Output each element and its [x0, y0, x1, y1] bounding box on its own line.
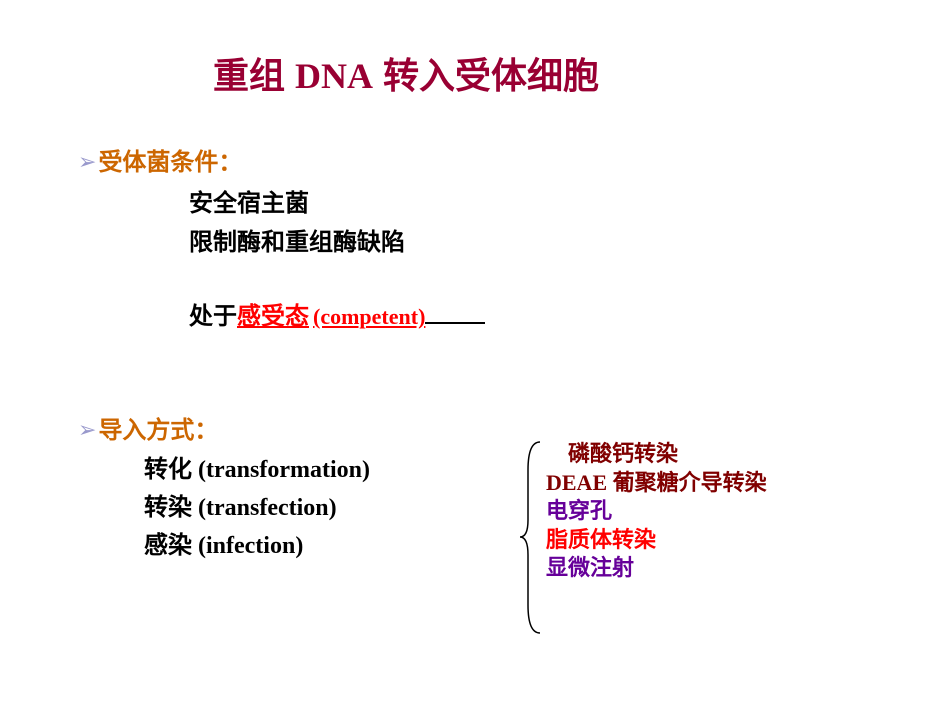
condition-item-2: 限制酶和重组酶缺陷 [189, 222, 405, 257]
right-item-5: 显微注射 [546, 554, 767, 583]
competent-en: (competent) [313, 304, 425, 329]
transfection-methods-list: 磷酸钙转染 DEAE 葡聚糖介导转染 电穿孔 脂质体转染 显微注射 [546, 440, 767, 583]
method3-en: (infection) [192, 533, 303, 559]
bullet-icon: ➢ [78, 417, 96, 442]
method-transformation: 转化 (transformation) [144, 449, 370, 484]
blank-underline [425, 322, 485, 324]
condition-item-1: 安全宿主菌 [189, 183, 309, 218]
method3-cn: 感染 [144, 532, 192, 559]
method2-en: (transfection) [192, 495, 337, 521]
curly-brace-icon [518, 440, 546, 635]
right2-cn: 葡聚糖介导转染 [613, 470, 767, 495]
method-transfection: 转染 (transfection) [144, 487, 337, 522]
right-item-3: 电穿孔 [546, 497, 767, 526]
right-item-1: 磷酸钙转染 [568, 440, 767, 469]
slide-title: 重组 DNA 转入受体细胞 [213, 52, 733, 101]
condition-item-3: 处于感受态(competent) [189, 296, 485, 331]
title-dna: DNA [295, 56, 373, 96]
section1-header: 受体菌条件： [98, 149, 242, 176]
section1: ➢受体菌条件： [78, 142, 242, 177]
competent-cn: 感受态 [237, 303, 309, 330]
method1-en: (transformation) [192, 457, 370, 483]
title-post: 转入受体细胞 [373, 55, 599, 96]
right2-en: DEAE [546, 470, 613, 495]
section2-header: 导入方式： [98, 417, 218, 444]
bullet-icon: ➢ [78, 149, 96, 174]
method1-cn: 转化 [144, 456, 192, 483]
section2: ➢导入方式： [78, 410, 218, 445]
sub3-pre: 处于 [189, 303, 237, 330]
method-infection: 感染 (infection) [144, 525, 303, 560]
title-pre: 重组 [213, 55, 295, 96]
right-item-2: DEAE 葡聚糖介导转染 [546, 469, 767, 498]
right-item-4: 脂质体转染 [546, 526, 767, 555]
method2-cn: 转染 [144, 494, 192, 521]
